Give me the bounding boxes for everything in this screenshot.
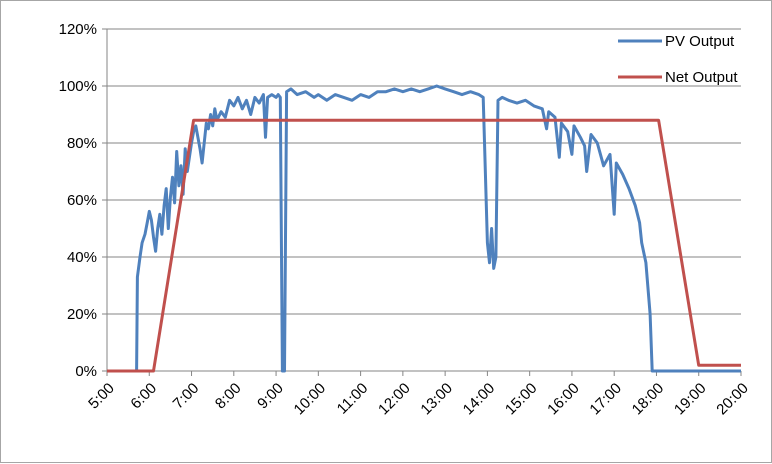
x-tick-label: 6:00 [127, 380, 160, 413]
y-tick-label: 120% [59, 21, 97, 38]
legend: PV Output Net Output [618, 33, 738, 86]
y-tick-label: 60% [67, 192, 97, 209]
x-tick-label: 11:00 [334, 380, 372, 418]
x-tick-label: 5:00 [85, 380, 118, 413]
x-tick-label: 20:00 [713, 380, 752, 419]
x-tick-label: 19:00 [671, 380, 710, 419]
y-tick-labels: 0% 20% 40% 60% 80% 100% 120% [59, 21, 97, 380]
y-tick-label: 20% [67, 306, 97, 323]
series-line-pv-output [107, 84, 741, 373]
legend-label: PV Output [665, 33, 735, 50]
y-tick-label: 0% [75, 363, 97, 380]
y-tick-label: 100% [59, 78, 97, 95]
x-tick-label: 7:00 [170, 380, 203, 413]
x-tick-label: 10:00 [291, 380, 330, 419]
x-tick-labels: 5:00 6:00 7:00 8:00 9:00 10:00 11:00 12:00 13:00… [85, 380, 752, 419]
x-tick-label: 12:00 [375, 380, 414, 419]
x-tick-label: 18:00 [629, 380, 668, 419]
gridlines [107, 28, 741, 315]
x-tick-label: 8:00 [212, 380, 245, 413]
x-tick-label: 16:00 [544, 380, 583, 419]
x-tick-label: 17:00 [586, 380, 625, 419]
x-tick-label: 15:00 [502, 380, 541, 419]
axes [102, 28, 742, 376]
x-tick-label: 14:00 [460, 380, 499, 419]
x-tick-label: 9:00 [254, 380, 287, 413]
series-lines [107, 84, 741, 373]
x-tick-label: 13:00 [417, 380, 456, 419]
legend-label: Net Output [665, 69, 738, 86]
y-tick-label: 80% [67, 135, 97, 152]
series-line-net-output [107, 118, 741, 373]
y-tick-label: 40% [67, 249, 97, 266]
